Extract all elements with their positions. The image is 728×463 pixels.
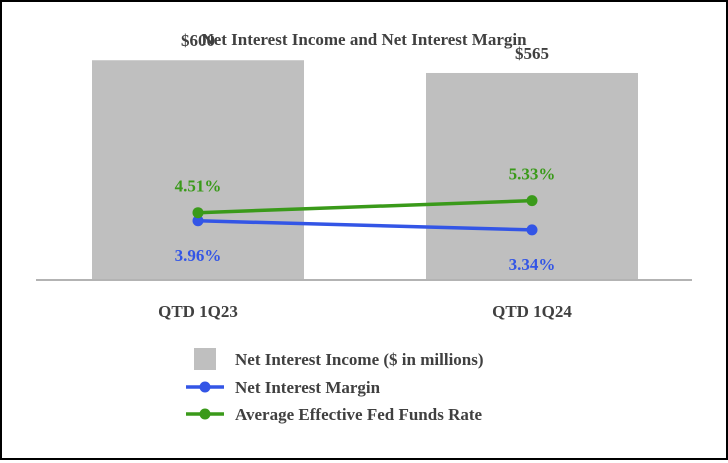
bar-net-interest-income [426,72,638,279]
x-tick-label: QTD 1Q23 [158,302,238,321]
series-data-label: 3.96% [175,246,222,265]
bar-value-label: $565 [515,44,549,63]
legend: Net Interest Income ($ in millions) Net I… [186,348,484,424]
legend-swatch-marker [199,408,211,420]
legend-label: Net Interest Margin [235,378,381,397]
legend-label: Average Effective Fed Funds Rate [235,405,483,424]
bars-group: $600 $565 [92,31,638,279]
chart-title: Net Interest Income and Net Interest Mar… [201,30,527,49]
legend-label: Net Interest Income ($ in millions) [235,350,484,369]
series-line [197,198,533,215]
series-marker [526,195,538,207]
x-tick-labels: QTD 1Q23 QTD 1Q24 [158,302,572,321]
chart-svg: Net Interest Income and Net Interest Mar… [36,30,692,424]
x-tick-label: QTD 1Q24 [492,302,572,321]
series-marker [192,215,204,227]
series-line [197,219,533,232]
bar-net-interest-income [92,60,304,279]
lines-group: 3.96% 3.34% 4.51% 5.33% [175,165,556,274]
series-marker [192,207,204,219]
series-data-label: 3.34% [509,255,556,274]
bar-value-label: $600 [181,31,215,50]
series-data-label: 5.33% [509,165,556,184]
series-data-label: 4.51% [175,177,222,196]
legend-swatch-marker [199,381,211,393]
legend-swatch-box [194,348,216,370]
series-marker [526,224,538,236]
